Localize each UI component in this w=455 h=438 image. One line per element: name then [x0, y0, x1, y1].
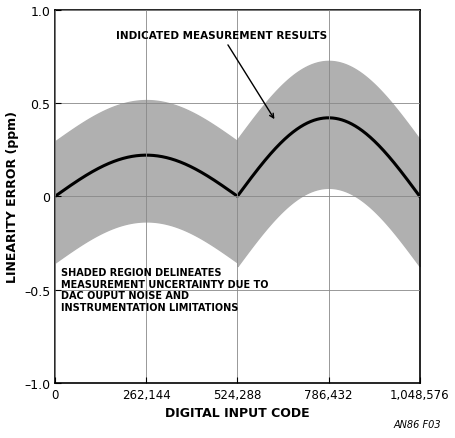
Text: SHADED REGION DELINEATES
MEASUREMENT UNCERTAINTY DUE TO
DAC OUPUT NOISE AND
INST: SHADED REGION DELINEATES MEASUREMENT UNC…	[61, 268, 269, 312]
Y-axis label: LINEARITY ERROR (ppm): LINEARITY ERROR (ppm)	[5, 111, 19, 283]
Text: INDICATED MEASUREMENT RESULTS: INDICATED MEASUREMENT RESULTS	[116, 31, 327, 119]
Text: AN86 F03: AN86 F03	[394, 419, 441, 429]
X-axis label: DIGITAL INPUT CODE: DIGITAL INPUT CODE	[165, 406, 310, 419]
